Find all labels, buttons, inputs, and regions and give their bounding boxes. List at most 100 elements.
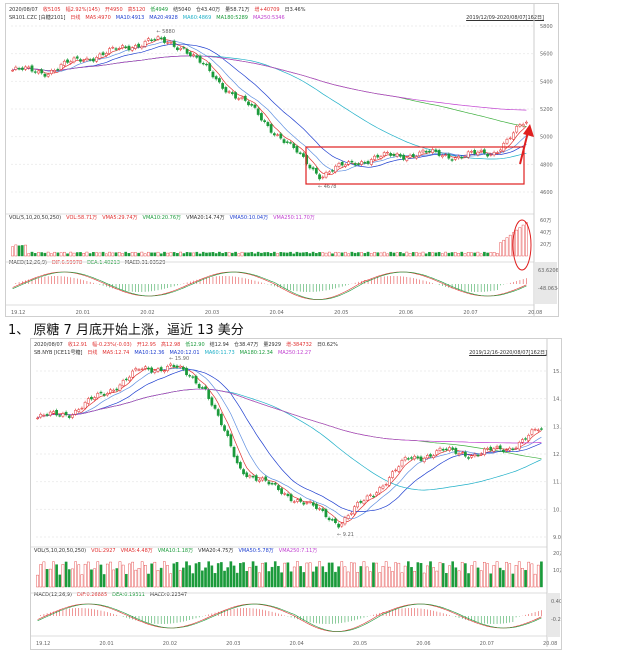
volume-bar <box>226 567 230 588</box>
date-range-selector[interactable]: 2019/12/16-2020/08/07[162日] <box>469 350 547 356</box>
candle <box>515 126 519 133</box>
volume-bar <box>250 251 254 257</box>
volume-bar <box>179 251 182 257</box>
volume-bar <box>83 563 87 588</box>
volume-bar <box>365 566 369 588</box>
legend-item: VMA5:29.74万 <box>102 215 138 221</box>
candle <box>470 455 474 458</box>
candle <box>198 55 202 63</box>
legend-item: MACD:0.22347 <box>149 592 188 598</box>
volume-bar <box>95 252 98 257</box>
up-arrow <box>519 131 529 165</box>
candle <box>201 62 205 65</box>
candle <box>398 154 402 157</box>
volume-bar <box>437 251 441 257</box>
legend-item: VOL:2927 <box>91 548 116 554</box>
candle <box>479 453 483 455</box>
volume-bar <box>464 563 467 588</box>
volume-bar <box>150 252 153 257</box>
candle <box>56 69 60 71</box>
volume-bar <box>489 573 493 588</box>
volume-bar <box>470 565 474 588</box>
volume-bar <box>492 252 496 257</box>
candle <box>64 411 68 416</box>
candle <box>410 457 413 459</box>
candle <box>457 156 460 159</box>
volume-bar <box>85 251 89 257</box>
volume-bar <box>52 561 55 588</box>
volume-bar <box>11 246 14 257</box>
candle <box>382 152 386 156</box>
candle <box>502 449 505 452</box>
volume-bar <box>533 573 537 588</box>
volume-bar <box>127 253 131 257</box>
volume-bar <box>231 252 234 257</box>
volume-bar <box>381 566 385 588</box>
candle <box>211 71 215 78</box>
volume-bar <box>195 251 199 257</box>
candle <box>82 60 86 62</box>
volume-bar <box>218 251 221 257</box>
candle <box>486 447 489 450</box>
candle <box>372 495 375 498</box>
volume-legend: VOL(5,10,20,50,250) VOL:2927 VMA5:4.48万 VMA… <box>34 547 322 554</box>
candle <box>137 43 141 48</box>
candle <box>334 165 338 173</box>
price-chart-svg[interactable]: 5800 5600 5400 5200 5000 4800 4600 60万 40万 20万 63.… <box>6 4 558 316</box>
high-price-label: ← 15.90 <box>169 356 189 362</box>
legend-item: MA180:12.34 <box>239 350 273 356</box>
legend-item: VMA250:11.70万 <box>273 215 315 221</box>
volume-bar <box>321 566 325 588</box>
candle <box>175 365 179 368</box>
candle <box>75 56 79 59</box>
volume-bar <box>239 563 242 588</box>
candle <box>350 160 354 163</box>
candle <box>362 500 366 505</box>
candle <box>114 48 118 50</box>
candle <box>90 396 93 400</box>
candle <box>495 152 499 154</box>
candle <box>402 154 405 160</box>
candle <box>330 519 334 521</box>
legend-item: 日线 <box>70 15 81 21</box>
candle <box>356 163 360 165</box>
volume-bar <box>421 251 425 257</box>
candle <box>205 63 208 66</box>
candle <box>375 492 378 496</box>
volume-bar <box>292 253 296 257</box>
volume-bar <box>448 565 451 588</box>
candle <box>33 71 37 73</box>
candle <box>448 447 451 451</box>
price-chart-svg[interactable]: 15.00 14.00 13.00 12.00 11.00 10.00 9.00 20万 10万… <box>31 339 561 649</box>
volume-bar <box>502 239 506 257</box>
candle <box>460 156 464 159</box>
volume-bar <box>483 562 486 588</box>
dif-line <box>37 603 542 632</box>
volume-bar <box>407 561 410 588</box>
date-range-selector[interactable]: 2019/12/09-2020/08/07[162日] <box>466 15 544 21</box>
dif-line <box>12 271 527 300</box>
candle <box>166 42 170 44</box>
volume-bar <box>363 253 367 257</box>
candle <box>169 42 173 44</box>
legend-item: 仓38.47万 <box>234 342 259 348</box>
volume-bar <box>479 570 483 588</box>
candle <box>464 451 467 457</box>
volume-bar <box>39 564 43 588</box>
candle <box>273 483 277 485</box>
volume-bar <box>441 563 445 588</box>
candle <box>96 393 100 399</box>
legend-item: DIF:0.26885 <box>76 592 108 598</box>
candle <box>20 67 24 70</box>
ma60-line <box>12 55 527 160</box>
volume-bar <box>349 562 353 588</box>
macd-tick-label: 63.62067 <box>538 268 558 274</box>
volume-bar <box>426 565 429 588</box>
volume-bar <box>169 252 173 257</box>
volume-bar <box>156 570 160 588</box>
legend-item: MA250:5346 <box>252 15 285 21</box>
candle <box>50 70 53 74</box>
volume-bar <box>251 561 255 588</box>
legend-item: DEA:0.19311 <box>112 592 145 598</box>
candle <box>24 66 27 70</box>
